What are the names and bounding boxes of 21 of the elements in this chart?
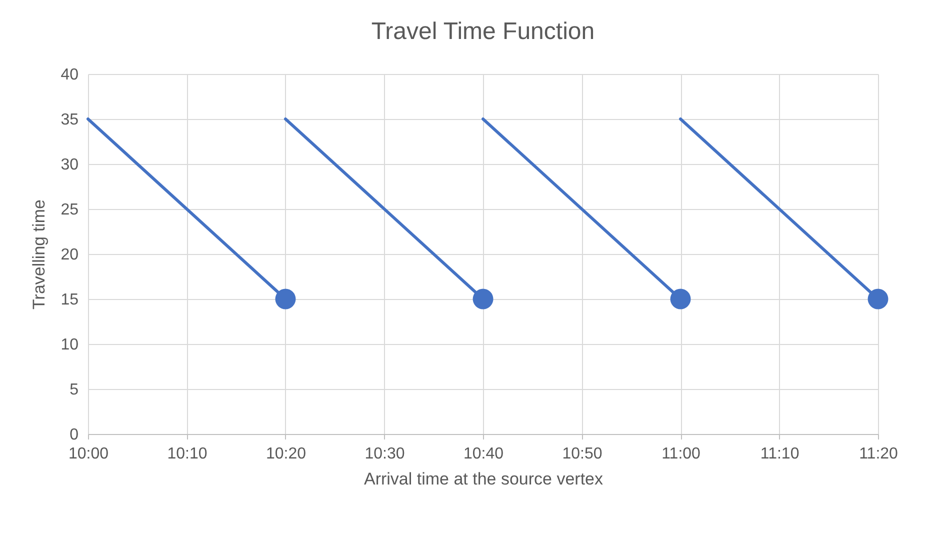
x-tick-label: 10:50 — [562, 446, 602, 462]
x-tick-label: 10:20 — [266, 446, 306, 462]
y-tick-label: 25 — [60, 202, 79, 218]
y-axis-title: Travelling time — [30, 200, 49, 310]
y-tick-label: 15 — [60, 292, 79, 308]
y-tick-label: 0 — [70, 426, 79, 444]
x-tick-label: 10:40 — [464, 446, 504, 462]
y-tick-label: 30 — [60, 156, 79, 174]
x-tick-label: 11:10 — [760, 446, 800, 462]
x-tick-label: 11:20 — [859, 446, 898, 462]
x-tick-label: 10:00 — [68, 446, 109, 462]
y-tick-label: 40 — [60, 66, 79, 84]
y-tick-label: 35 — [60, 112, 79, 128]
y-tick-label: 20 — [60, 246, 79, 264]
chart-title: Travel Time Function — [371, 18, 595, 45]
x-tick-label: 10:10 — [167, 446, 208, 462]
x-tick-label: 11:00 — [662, 446, 701, 462]
y-tick-label: 10 — [60, 336, 79, 354]
x-axis-title: Arrival time at the source vertex — [364, 470, 604, 488]
y-tick-label: 5 — [70, 382, 79, 398]
x-tick-label: 10:30 — [364, 446, 405, 462]
